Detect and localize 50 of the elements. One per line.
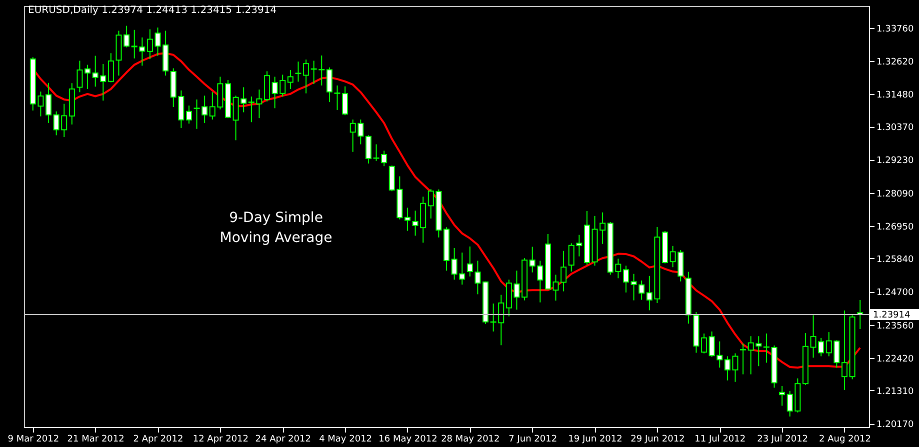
y-tick-label: 1.32620	[876, 58, 914, 68]
annotation: 9-Day Simple Moving Average	[220, 210, 332, 246]
candlestick	[334, 84, 340, 110]
candlestick	[46, 82, 52, 124]
candlestick	[303, 59, 310, 94]
candlestick	[186, 105, 192, 124]
y-tick-label: 1.31480	[876, 90, 914, 101]
y-tick-label: 1.26950	[876, 222, 914, 233]
candlestick	[84, 64, 91, 90]
y-tick-label: 1.22420	[876, 354, 914, 364]
x-tick-label: 12 Apr 2012	[192, 434, 249, 444]
y-tick-label: 1.23560	[876, 321, 914, 332]
x-tick-label: 23 Jul 2012	[757, 434, 808, 444]
x-tick-label: 9 Mar 2012	[8, 434, 60, 444]
y-tick-label: 1.20170	[876, 420, 914, 430]
candlestick	[841, 310, 848, 391]
x-tick-label: 2 Apr 2012	[133, 434, 184, 444]
candlestick	[264, 70, 270, 102]
candlestick	[108, 52, 114, 83]
x-tick-label: 24 Apr 2012	[255, 434, 311, 444]
candlestick	[326, 66, 332, 103]
candlestick	[342, 86, 348, 116]
candlestick	[365, 134, 372, 164]
candlestick	[701, 333, 708, 354]
y-tick-label: 1.21310	[876, 386, 914, 397]
candlestick	[146, 28, 153, 60]
candlestick	[124, 25, 130, 48]
x-tick-label: 29 Jun 2012	[630, 434, 685, 444]
x-tick-label: 16 May 2012	[378, 434, 438, 444]
ref-line-label: 1.23914	[873, 310, 910, 320]
x-tick-label: 11 Jul 2012	[694, 434, 746, 444]
y-tick-label: 1.33760	[876, 24, 914, 34]
candlestick	[76, 60, 83, 93]
y-tick-label: 1.25840	[876, 254, 914, 265]
x-tick-label: 21 Mar 2012	[67, 434, 124, 444]
x-tick-label: 7 Jun 2012	[508, 434, 558, 444]
x-tick-label: 19 Jun 2012	[568, 434, 622, 444]
candlestick	[287, 70, 294, 90]
y-tick-label: 1.24700	[876, 288, 914, 298]
y-tick-label: 1.28090	[876, 189, 914, 200]
y-tick-label: 1.29230	[876, 156, 914, 166]
candlestick	[404, 207, 410, 232]
x-tick-label: 2 Aug 2012	[819, 434, 871, 444]
candlestick	[622, 265, 629, 293]
y-tick-label: 1.30370	[876, 123, 914, 134]
candlestick	[740, 342, 746, 375]
x-tick-label: 4 May 2012	[319, 434, 372, 444]
chart-title: EURUSD,Daily 1.23974 1.24413 1.23415 1.23914	[28, 5, 277, 16]
candlestick	[779, 385, 786, 406]
x-tick-label: 28 May 2012	[441, 434, 500, 444]
